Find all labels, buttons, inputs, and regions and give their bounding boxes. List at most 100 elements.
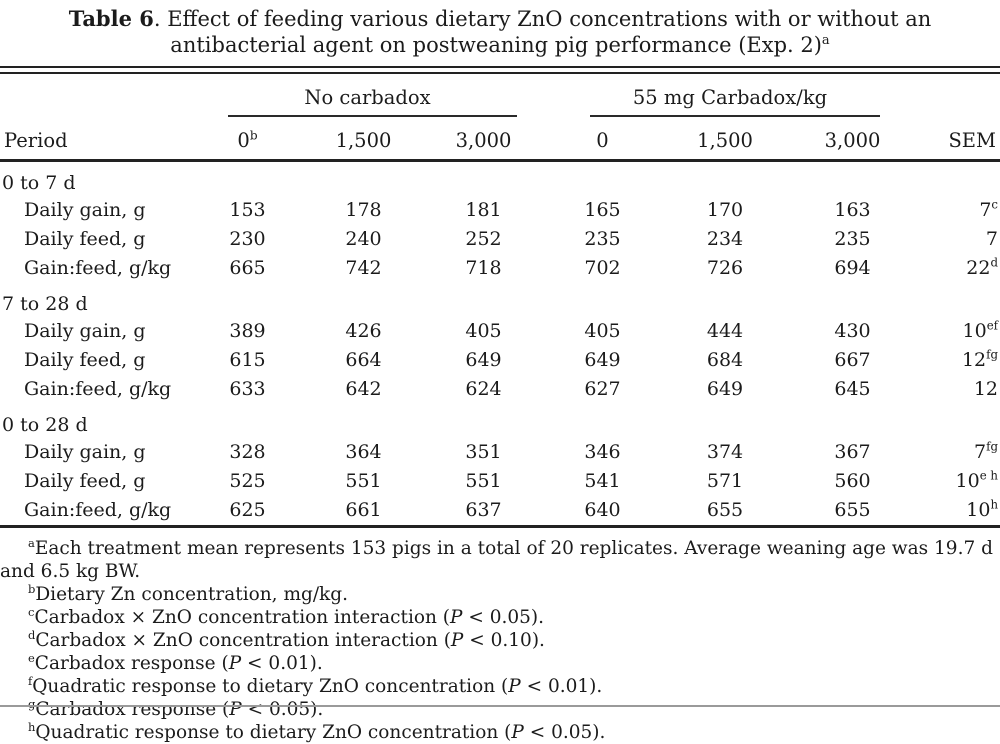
value-cell: 684: [706, 349, 744, 371]
value-cell: 551: [345, 470, 382, 492]
value-cell: 624: [465, 378, 502, 400]
value-cell: 234: [706, 228, 744, 250]
row-label: Gain:feed, g/kg: [24, 378, 172, 400]
table-bottom-rule: [0, 705, 1000, 707]
value-cell: 405: [465, 320, 502, 342]
value-cell: 726: [706, 257, 744, 279]
value-cell: 364: [345, 441, 382, 463]
row-label: Gain:feed, g/kg: [24, 499, 172, 521]
value-cell: 702: [584, 257, 621, 279]
footnote: fQuadratic response to dietary ZnO conce…: [28, 673, 603, 697]
value-cell: 615: [229, 349, 266, 371]
value-cell: 252: [465, 228, 502, 250]
value-cell: 664: [345, 349, 382, 371]
value-cell: 165: [584, 199, 621, 221]
table-body: 0 to 7 d Daily gain, g 153 178 181 165 170 163 7…: [0, 161, 1000, 527]
value-cell: 655: [706, 499, 744, 521]
table-row: Gain:feed, g/kg 665 742 718 702 726 694 22d: [0, 254, 1000, 283]
spanner-row: No carbadox 55 mg Carbadox/kg: [0, 74, 1000, 117]
row-label: Daily feed, g: [24, 349, 146, 371]
value-cell: 444: [706, 320, 744, 342]
footnote: eCarbadox response (P < 0.01).: [28, 650, 323, 674]
value-cell: 170: [706, 199, 744, 221]
spanner-spacer: [0, 74, 190, 117]
spanner-rule: [590, 115, 881, 117]
value-cell: 645: [834, 378, 871, 400]
value-cell: 661: [345, 499, 382, 521]
value-cell: 430: [834, 320, 871, 342]
value-cell: 649: [465, 349, 502, 371]
value-cell: 178: [345, 199, 382, 221]
section-row: 0 to 7 d: [0, 161, 1000, 197]
row-label: Daily gain, g: [24, 199, 146, 221]
spanner-label: No carbadox: [304, 86, 431, 109]
value-cell: 374: [706, 441, 744, 463]
value-cell: 655: [834, 499, 871, 521]
footnote: cCarbadox × ZnO concentration interactio…: [28, 604, 545, 628]
value-cell: 525: [229, 470, 266, 492]
table-row: Gain:feed, g/kg 633 642 624 627 649 645 12: [0, 375, 1000, 404]
column-header-zn1500: 1,500: [335, 129, 392, 152]
spanner-carbadox: 55 mg Carbadox/kg: [545, 74, 915, 117]
sem-cell: 12: [973, 378, 999, 400]
value-cell: 694: [834, 257, 871, 279]
value-cell: 153: [229, 199, 266, 221]
footnote: aEach treatment mean represents 153 pigs…: [0, 535, 993, 582]
sem-cell: 10ef: [962, 318, 999, 342]
value-cell: 163: [834, 199, 871, 221]
value-cell: 230: [229, 228, 266, 250]
value-cell: 426: [345, 320, 382, 342]
footnote: dCarbadox × ZnO concentration interactio…: [28, 627, 545, 651]
row-label: Daily gain, g: [24, 441, 146, 463]
column-header-row: Period 0b 1,500 3,000 0 1,500 3,000 SEM: [0, 117, 1000, 161]
table-row: Daily feed, g 615 664 649 649 684 667 12fg: [0, 346, 1000, 375]
column-header-period: Period: [4, 129, 68, 152]
spanner-spacer: [915, 74, 1000, 117]
value-cell: 405: [584, 320, 621, 342]
table-row: Gain:feed, g/kg 625 661 637 640 655 655 10h: [0, 496, 1000, 527]
value-cell: 637: [465, 499, 502, 521]
column-header-zn0-carb: 0: [596, 129, 609, 152]
value-cell: 235: [584, 228, 621, 250]
section-row: 0 to 28 d: [0, 404, 1000, 438]
value-cell: 389: [229, 320, 266, 342]
column-header-zn0: 0b: [237, 128, 258, 152]
value-cell: 742: [345, 257, 382, 279]
sem-cell: 22d: [966, 255, 999, 279]
value-cell: 328: [229, 441, 266, 463]
column-header-zn3000: 3,000: [455, 129, 512, 152]
section-row: 7 to 28 d: [0, 283, 1000, 317]
sem-cell: 7fg: [974, 439, 999, 463]
spanner-rule: [228, 115, 518, 117]
spanner-label: 55 mg Carbadox/kg: [632, 86, 828, 109]
table-row: Daily feed, g 525 551 551 541 571 560 10e h: [0, 467, 1000, 496]
value-cell: 541: [584, 470, 621, 492]
value-cell: 346: [584, 441, 621, 463]
sem-cell: 7c: [979, 197, 999, 221]
data-table: No carbadox 55 mg Carbadox/kg Period 0b …: [0, 74, 1000, 528]
value-cell: 181: [465, 199, 502, 221]
table-row: Daily gain, g 328 364 351 346 374 367 7fg: [0, 438, 1000, 467]
table-row: Daily gain, g 389 426 405 405 444 430 10ef: [0, 317, 1000, 346]
footnote: hQuadratic response to dietary ZnO conce…: [28, 719, 606, 743]
sem-cell: 7: [985, 228, 999, 250]
value-cell: 665: [229, 257, 266, 279]
row-label: Gain:feed, g/kg: [24, 257, 172, 279]
value-cell: 351: [465, 441, 502, 463]
row-label: Daily feed, g: [24, 470, 146, 492]
column-header-sem: SEM: [948, 129, 997, 152]
table-row: Daily feed, g 230 240 252 235 234 235 7: [0, 225, 1000, 254]
value-cell: 640: [584, 499, 621, 521]
value-cell: 633: [229, 378, 266, 400]
sem-cell: 12fg: [961, 347, 999, 371]
sem-cell: 10e h: [955, 468, 999, 492]
row-label: Daily gain, g: [24, 320, 146, 342]
table-top-rule: [0, 66, 1000, 74]
value-cell: 625: [229, 499, 266, 521]
value-cell: 627: [584, 378, 621, 400]
value-cell: 235: [834, 228, 871, 250]
footnotes: aEach treatment mean represents 153 pigs…: [0, 537, 1000, 744]
column-header-zn1500-carb: 1,500: [697, 129, 753, 152]
value-cell: 560: [834, 470, 871, 492]
spanner-no-carbadox: No carbadox: [190, 74, 545, 117]
